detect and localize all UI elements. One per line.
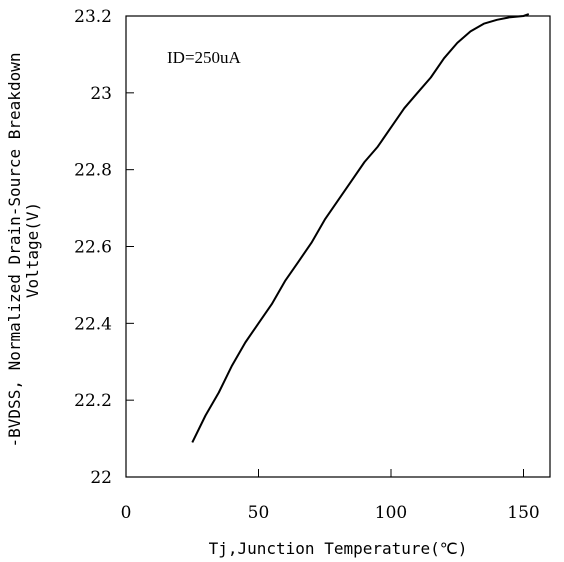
x-tick-label: 100	[375, 503, 407, 523]
plot-border	[126, 16, 550, 477]
annotation-label: ID=250uA	[167, 48, 242, 67]
y-tick-label: 23.2	[74, 7, 112, 27]
y-tick-label: 22.6	[74, 238, 112, 258]
y-tick-label: 22.2	[74, 391, 112, 411]
y-tick-label: 22.8	[74, 161, 112, 181]
x-tick-label: 0	[121, 503, 132, 523]
series-line	[192, 14, 529, 442]
y-axis-title-line1: -BVDSS, Normalized Drain-Source Breakdow…	[5, 53, 24, 448]
x-tick-label: 50	[248, 503, 270, 523]
plot-frame	[126, 16, 550, 477]
y-axis-ticks: 22 22.2 22.4 22.6 22.8 23 23.2	[74, 7, 134, 488]
x-tick-label: 150	[507, 503, 539, 523]
y-tick-label: 23	[90, 84, 112, 104]
y-tick-label: 22	[90, 468, 112, 488]
series-layer	[192, 14, 529, 442]
y-axis-title-line2: Voltage(V)	[23, 202, 42, 298]
y-tick-label: 22.4	[74, 314, 112, 334]
x-axis-title: Tj,Junction Temperature(℃)	[209, 539, 468, 558]
